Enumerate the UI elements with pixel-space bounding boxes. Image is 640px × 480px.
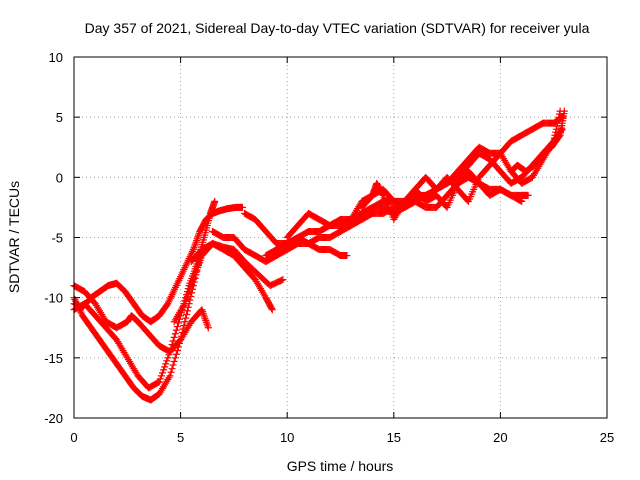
- data-point: [164, 354, 172, 362]
- data-point: [181, 318, 189, 326]
- data-point: [154, 379, 162, 387]
- data-point: [155, 378, 163, 386]
- ticks: 0 5 10 15 20 25 -20 -15 -10 -5 0 5 10: [44, 50, 614, 445]
- data-point: [268, 306, 276, 314]
- data-point: [278, 276, 286, 284]
- y-tick-label: 0: [56, 170, 63, 185]
- data-point: [343, 252, 351, 260]
- data-point: [552, 128, 560, 136]
- data-point: [163, 301, 171, 309]
- data-point: [555, 132, 563, 140]
- data-point: [171, 330, 179, 338]
- data-point: [161, 363, 169, 371]
- data-point: [173, 347, 181, 355]
- y-tick-label: 5: [56, 110, 63, 125]
- data-point: [171, 354, 179, 362]
- data-point: [554, 116, 562, 124]
- series-track-6: [170, 240, 287, 326]
- data-point: [183, 311, 191, 319]
- data-point: [162, 360, 170, 368]
- data-point: [555, 113, 563, 121]
- data-point: [211, 197, 219, 205]
- x-axis-label: GPS time / hours: [287, 458, 394, 474]
- data-point: [518, 197, 526, 205]
- x-tick-label: 0: [70, 430, 77, 445]
- data-point: [166, 372, 174, 380]
- data-point: [170, 333, 178, 341]
- data-point: [552, 125, 560, 133]
- data-point: [168, 365, 176, 373]
- data-point: [156, 375, 164, 383]
- data-point: [204, 324, 212, 332]
- data-points: [70, 107, 568, 404]
- series-track-4: [70, 282, 212, 356]
- data-point: [163, 357, 171, 365]
- data-point: [174, 319, 182, 327]
- chart-title: Day 357 of 2021, Sidereal Day-to-day VTE…: [85, 20, 590, 36]
- y-axis-label: SDTVAR / TECUs: [6, 181, 22, 293]
- y-tick-label: -20: [44, 411, 63, 426]
- data-point: [238, 203, 246, 211]
- data-point: [169, 361, 177, 369]
- data-point: [157, 372, 165, 380]
- series-track-12: [347, 107, 564, 223]
- data-point: [173, 323, 181, 331]
- data-point: [167, 368, 175, 376]
- data-point: [268, 304, 276, 312]
- data-point: [172, 326, 180, 334]
- x-tick-label: 5: [177, 430, 184, 445]
- x-tick-label: 10: [280, 430, 294, 445]
- series-track-9: [262, 234, 351, 260]
- data-point: [170, 357, 178, 365]
- data-point: [186, 296, 194, 304]
- x-tick-label: 15: [387, 430, 401, 445]
- data-point: [524, 191, 532, 199]
- x-tick-label: 20: [493, 430, 507, 445]
- data-point: [560, 107, 568, 115]
- data-point: [555, 110, 563, 118]
- x-tick-label: 25: [600, 430, 614, 445]
- y-tick-label: -5: [51, 231, 63, 246]
- data-point: [160, 366, 168, 374]
- y-tick-label: -10: [44, 291, 63, 306]
- data-point: [158, 369, 166, 377]
- data-point: [172, 350, 180, 358]
- data-point: [169, 337, 177, 345]
- data-point: [182, 314, 190, 322]
- data-point: [553, 122, 561, 130]
- data-point: [183, 307, 191, 315]
- y-tick-label: 10: [49, 50, 63, 65]
- data-point: [279, 276, 287, 284]
- series-track-13: [507, 107, 568, 175]
- y-tick-label: -15: [44, 351, 63, 366]
